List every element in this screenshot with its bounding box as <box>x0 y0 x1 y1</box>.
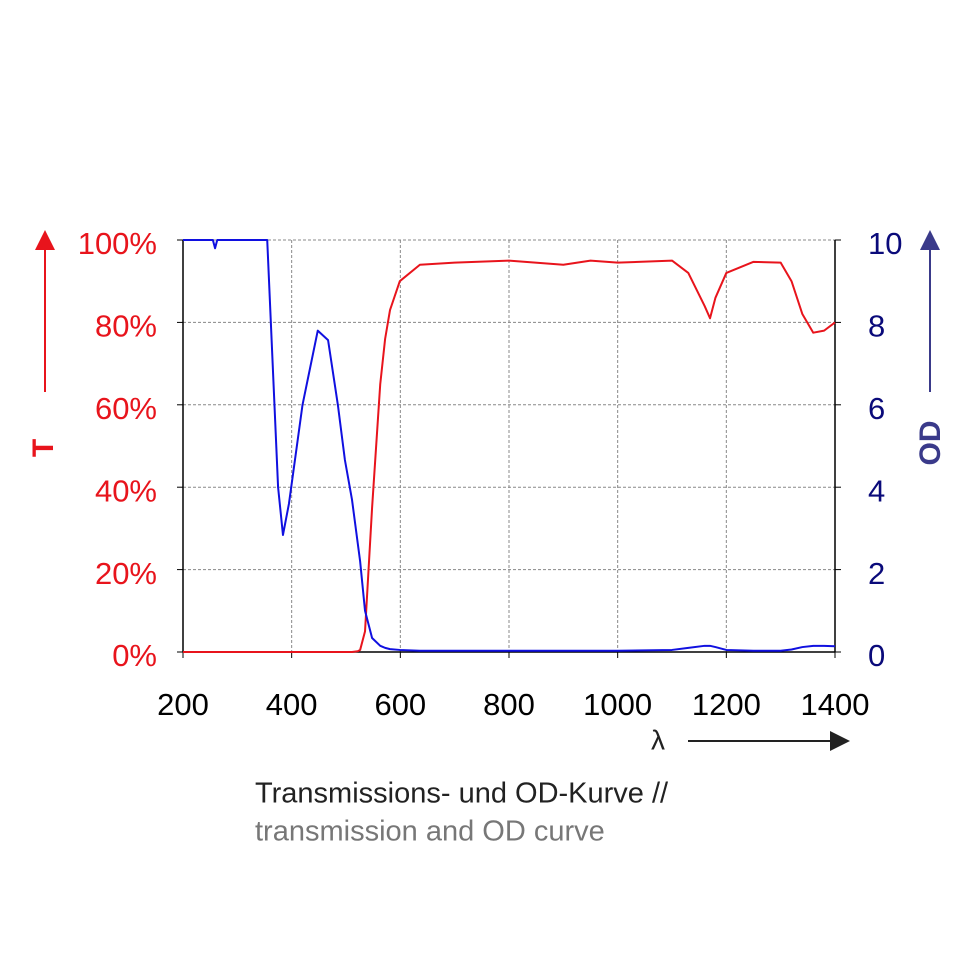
y-tick-label: 20% <box>95 556 157 591</box>
x-tick-label: 200 <box>157 687 209 722</box>
y-tick-label: 100% <box>78 226 157 261</box>
y-tick-label: 60% <box>95 391 157 426</box>
y2-tick-label: 4 <box>868 473 885 508</box>
x-tick-label: 1200 <box>692 687 761 722</box>
series-line <box>183 259 836 653</box>
y-label: T <box>27 439 60 457</box>
x-label: λ <box>651 724 665 755</box>
x-tick-label: 400 <box>266 687 318 722</box>
y2-label: OD <box>914 421 947 466</box>
y2-tick-label: 10 <box>868 226 902 261</box>
y2-tick-label: 2 <box>868 556 885 591</box>
caption: Transmissions- und OD-Kurve // <box>255 778 669 810</box>
x-tick-label: 1000 <box>583 687 652 722</box>
series-line <box>183 239 836 652</box>
plot: 200 400 600 800 1000 1200 1400 0% 20% 40% 60% 80% 10… <box>78 226 903 722</box>
x-tick-label: 1400 <box>801 687 870 722</box>
y-tick-label: 80% <box>95 309 157 344</box>
y-tick-label: 0% <box>112 638 157 673</box>
y2-tick-label: 8 <box>868 309 885 344</box>
y2-tick-label: 0 <box>868 638 885 673</box>
x-tick-label: 800 <box>483 687 535 722</box>
x-tick-label: 600 <box>374 687 426 722</box>
caption-en: transmission and OD curve <box>255 816 605 848</box>
y-tick-label: 40% <box>95 473 157 508</box>
y2-tick-label: 6 <box>868 391 885 426</box>
